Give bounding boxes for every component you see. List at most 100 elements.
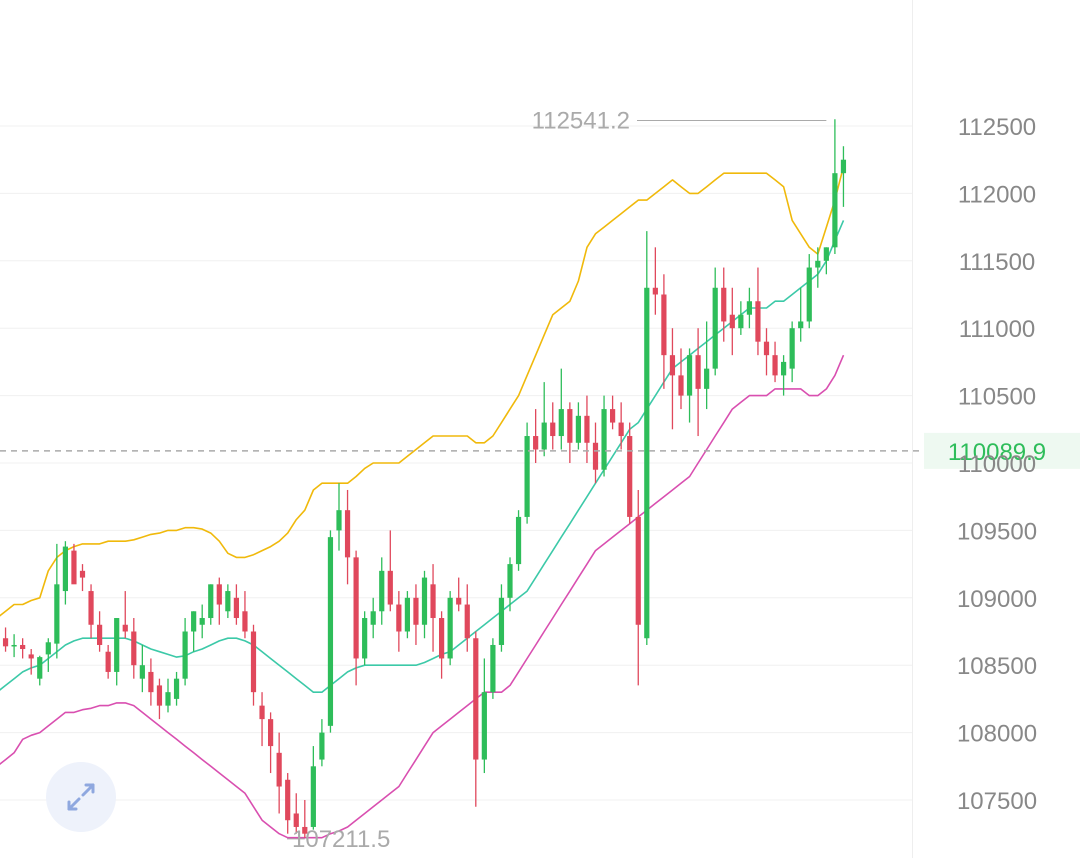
- candle-body: [208, 584, 214, 619]
- candle-down: [250, 624, 257, 706]
- candle-body: [439, 618, 445, 659]
- candle-up: [447, 591, 453, 666]
- candle-body: [729, 314, 735, 329]
- candle-down: [28, 649, 34, 675]
- candle-body: [567, 409, 573, 443]
- candle-body: [276, 752, 282, 787]
- candle-body: [2, 638, 9, 647]
- candle-down: [276, 732, 282, 814]
- candle-body: [610, 409, 616, 423]
- candle-body: [131, 631, 137, 666]
- candle-up: [182, 618, 188, 686]
- candle-down: [131, 618, 137, 679]
- candle-body: [592, 442, 599, 470]
- candle-up: [686, 348, 693, 423]
- candle-body: [302, 826, 308, 834]
- candle-body: [293, 813, 299, 827]
- candle-up: [191, 611, 197, 652]
- candle-up: [746, 287, 752, 329]
- candle-down: [755, 267, 761, 356]
- candle-up: [370, 597, 376, 639]
- candle-down: [71, 543, 77, 585]
- candle-down: [678, 348, 684, 410]
- y-tick-label: 111000: [959, 316, 1036, 343]
- candle-body: [156, 685, 163, 706]
- candle-body: [558, 409, 564, 437]
- candle-down: [156, 678, 163, 720]
- candle-up: [336, 483, 342, 551]
- candle-body: [798, 321, 804, 329]
- candle-body: [464, 604, 470, 639]
- candle-body: [122, 624, 128, 632]
- candle-body: [250, 631, 257, 693]
- y-tick-label: 108000: [957, 721, 1037, 748]
- candle-down: [353, 550, 359, 686]
- candle-body: [481, 692, 487, 760]
- low-price-label: 107211.5: [292, 826, 390, 853]
- candle-body: [721, 287, 727, 322]
- candle-body: [686, 355, 693, 396]
- candle-up: [199, 604, 205, 639]
- candle-up: [738, 301, 744, 335]
- candle-down: [772, 341, 778, 383]
- candle-down: [216, 577, 222, 625]
- candle-up: [798, 287, 804, 342]
- candle-body: [772, 355, 778, 376]
- candle-up: [498, 584, 505, 652]
- candle-up: [327, 530, 334, 733]
- candle-up: [823, 247, 829, 275]
- high-price-label: 112541.2: [532, 107, 630, 134]
- candle-up: [225, 584, 231, 619]
- candle-body: [704, 368, 710, 389]
- candle-body: [319, 732, 325, 760]
- candle-down: [88, 584, 94, 639]
- candle-up: [815, 247, 821, 288]
- candle-up: [139, 644, 145, 693]
- candle-body: [148, 671, 154, 693]
- candle-body: [618, 422, 624, 437]
- candle-up: [575, 402, 581, 450]
- candle-down: [550, 402, 556, 450]
- candle-body: [79, 570, 86, 578]
- candle-up: [114, 618, 120, 686]
- expand-chart-button[interactable]: [46, 762, 116, 832]
- candle-body: [840, 159, 847, 174]
- candle-body: [644, 287, 650, 639]
- candle-body: [259, 705, 265, 720]
- candle-body: [498, 597, 505, 645]
- candle-up: [507, 557, 513, 612]
- candle-body: [473, 638, 479, 760]
- candle-body: [550, 422, 556, 437]
- candle-down: [293, 793, 299, 834]
- candle-up: [490, 638, 496, 699]
- candle-body: [738, 314, 744, 329]
- candle-body: [815, 260, 821, 268]
- candle-body: [652, 287, 658, 295]
- candle-body: [627, 436, 633, 517]
- candle-body: [370, 611, 376, 625]
- candle-body: [105, 651, 111, 672]
- candle-up: [421, 570, 428, 639]
- candle-down: [148, 658, 154, 706]
- candle-up: [379, 557, 385, 625]
- candle-body: [430, 584, 436, 619]
- candle-body: [285, 779, 291, 821]
- candle-up: [45, 638, 51, 672]
- candle-body: [396, 604, 402, 632]
- candle-up: [37, 655, 43, 686]
- candle-down: [242, 591, 248, 639]
- lower-band-line: [0, 354, 845, 839]
- candle-up: [558, 368, 564, 450]
- candle-down: [464, 584, 470, 652]
- candle-down: [79, 564, 86, 592]
- candle-up: [840, 146, 847, 207]
- candle-body: [97, 624, 103, 645]
- candle-body: [28, 654, 34, 659]
- candle-body: [823, 247, 829, 261]
- candle-body: [173, 678, 180, 699]
- candle-down: [302, 800, 308, 838]
- candle-body: [456, 597, 462, 605]
- upper-band-line: [0, 166, 845, 617]
- candle-up: [173, 671, 180, 706]
